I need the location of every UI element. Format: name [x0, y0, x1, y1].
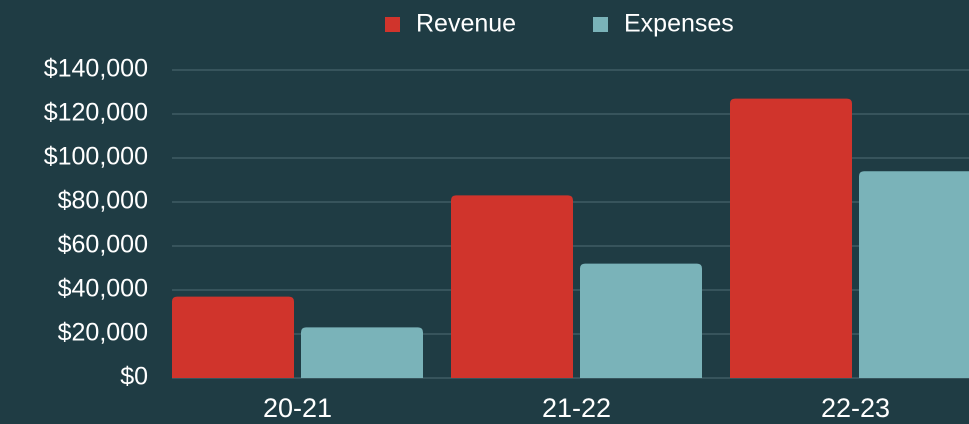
y-tick-label: $20,000: [58, 319, 148, 347]
bar: [580, 263, 702, 378]
y-tick-label: $100,000: [44, 143, 148, 171]
y-tick-label: $120,000: [44, 99, 148, 127]
bar: [301, 327, 423, 378]
bar: [859, 171, 969, 378]
bar: [172, 296, 294, 378]
y-tick-label: $60,000: [58, 231, 148, 259]
bar: [730, 98, 852, 378]
x-tick-label: 20-21: [263, 393, 332, 423]
legend-swatch: [593, 17, 608, 32]
x-tick-label: 22-23: [821, 393, 890, 423]
y-tick-label: $0: [120, 363, 148, 391]
legend-label: Expenses: [624, 10, 734, 38]
y-tick-label: $140,000: [44, 55, 148, 83]
x-tick-label: 21-22: [542, 393, 611, 423]
legend-label: Revenue: [416, 10, 516, 38]
y-tick-label: $80,000: [58, 187, 148, 215]
y-tick-label: $40,000: [58, 275, 148, 303]
legend-swatch: [385, 17, 400, 32]
bar: [451, 195, 573, 378]
